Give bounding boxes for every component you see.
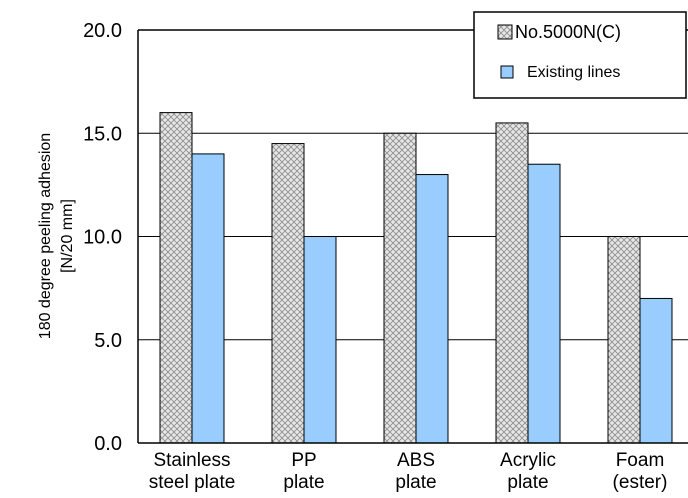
legend: No.5000N(C) Existing lines: [473, 11, 687, 99]
y-axis-title: 180 degree peeling adhesion [N/20 mm]: [37, 133, 76, 339]
bar-no5000n-2: [383, 132, 417, 444]
x-tick-label: Foam: [616, 450, 665, 471]
legend-swatch-no5000n: [497, 24, 513, 40]
legend-label-no5000n: No.5000N(C): [515, 22, 621, 42]
bar-existing-1: [303, 236, 337, 444]
y-tick-labels: 0.0 5.0 10.0 15.0 20.0: [83, 20, 122, 455]
bars: [159, 112, 673, 444]
y-tick-label: 0.0: [94, 433, 122, 455]
bar-existing-3: [527, 163, 561, 444]
bar-no5000n-4: [607, 236, 641, 444]
x-tick-label: (ester): [613, 472, 668, 493]
y-tick-label: 10.0: [83, 227, 122, 249]
y-tick-label: 5.0: [94, 330, 122, 352]
bar-no5000n-0: [159, 112, 193, 444]
x-tick-label: PP: [291, 450, 316, 471]
y-axis-title-line-2: [N/20 mm]: [59, 199, 76, 273]
x-tick-label: plate: [283, 472, 324, 493]
legend-label-existing: Existing lines: [527, 64, 620, 81]
x-tick-label: Acrylic: [500, 450, 556, 471]
x-tick-label: plate: [395, 472, 436, 493]
bar-existing-4: [639, 297, 673, 444]
bar-no5000n-3: [495, 122, 529, 444]
bar-existing-0: [191, 153, 225, 444]
y-axis-title-line-1: 180 degree peeling adhesion: [37, 133, 54, 339]
y-tick-label: 15.0: [83, 123, 122, 145]
x-tick-label: Stainless: [153, 450, 230, 471]
y-tick-label: 20.0: [83, 20, 122, 42]
bar-existing-2: [415, 174, 449, 444]
x-tick-label: plate: [507, 472, 548, 493]
bar-no5000n-1: [271, 143, 305, 444]
x-tick-label: steel plate: [149, 472, 236, 493]
x-tick-label: ABS: [397, 450, 435, 471]
legend-swatch-existing: [500, 65, 514, 79]
